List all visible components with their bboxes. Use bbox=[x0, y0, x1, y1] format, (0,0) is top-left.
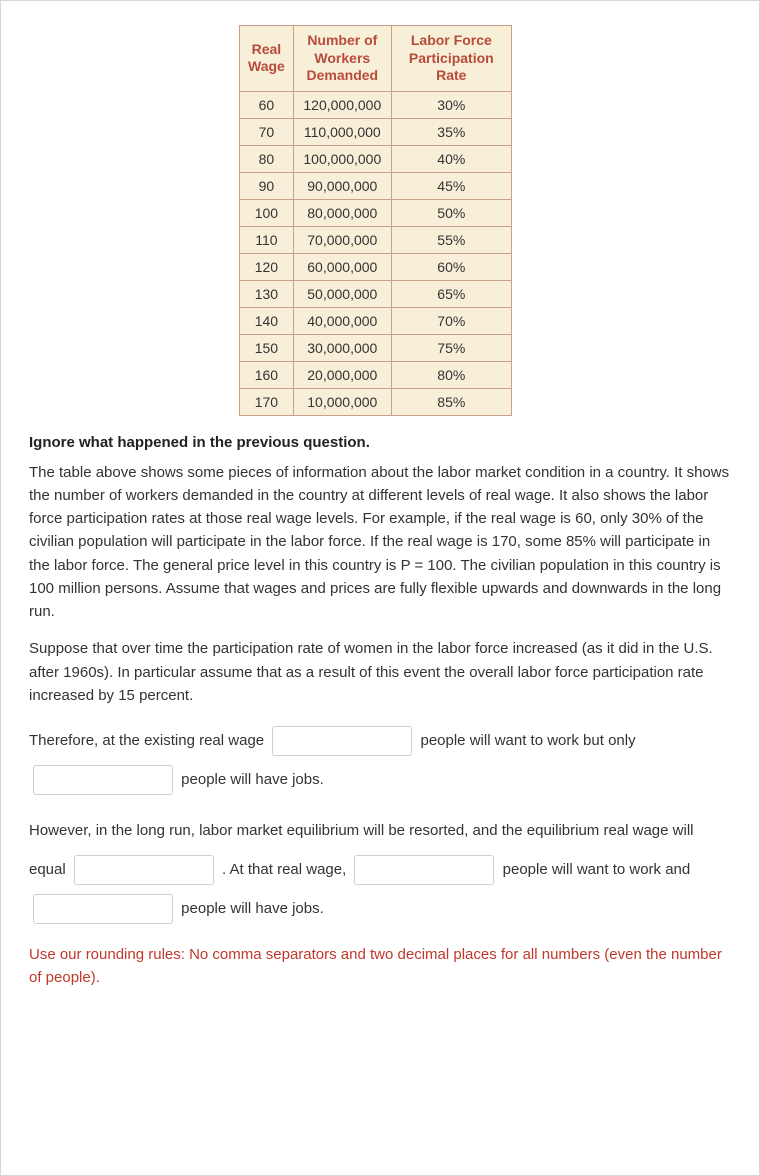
cell-workers: 120,000,000 bbox=[293, 91, 391, 118]
text-fill1b: people will want to work but only bbox=[420, 732, 635, 749]
fill-block-2: However, in the long run, labor market e… bbox=[29, 811, 731, 928]
table-row: 60120,000,00030% bbox=[240, 91, 512, 118]
cell-wage: 70 bbox=[240, 118, 294, 145]
cell-rate: 35% bbox=[391, 118, 511, 145]
cell-workers: 20,000,000 bbox=[293, 361, 391, 388]
text-fill2c: people will want to work and bbox=[503, 861, 691, 878]
cell-wage: 150 bbox=[240, 334, 294, 361]
cell-workers: 60,000,000 bbox=[293, 253, 391, 280]
paragraph-1: The table above shows some pieces of inf… bbox=[29, 461, 731, 624]
col-header-workers: Number of Workers Demanded bbox=[293, 26, 391, 92]
cell-workers: 40,000,000 bbox=[293, 307, 391, 334]
col-header-rate: Labor Force Participation Rate bbox=[391, 26, 511, 92]
cell-wage: 140 bbox=[240, 307, 294, 334]
fill-block-1: Therefore, at the existing real wage peo… bbox=[29, 721, 731, 799]
cell-rate: 30% bbox=[391, 91, 511, 118]
table-row: 70110,000,00035% bbox=[240, 118, 512, 145]
table-row: 10080,000,00050% bbox=[240, 199, 512, 226]
table-body: 60120,000,00030%70110,000,00035%80100,00… bbox=[240, 91, 512, 415]
cell-workers: 90,000,000 bbox=[293, 172, 391, 199]
question-page: Real Wage Number of Workers Demanded Lab… bbox=[0, 0, 760, 1176]
text-fill2d: people will have jobs. bbox=[181, 900, 324, 917]
cell-rate: 45% bbox=[391, 172, 511, 199]
cell-rate: 40% bbox=[391, 145, 511, 172]
answer-input-2[interactable] bbox=[33, 765, 173, 795]
cell-rate: 70% bbox=[391, 307, 511, 334]
table-row: 15030,000,00075% bbox=[240, 334, 512, 361]
cell-workers: 70,000,000 bbox=[293, 226, 391, 253]
paragraph-2: Suppose that over time the participation… bbox=[29, 637, 731, 707]
table-row: 9090,000,00045% bbox=[240, 172, 512, 199]
rounding-note: Use our rounding rules: No comma separat… bbox=[29, 944, 731, 989]
ignore-line: Ignore what happened in the previous que… bbox=[29, 434, 731, 451]
text-fill2b: . At that real wage, bbox=[222, 861, 346, 878]
col-header-wage: Real Wage bbox=[240, 26, 294, 92]
cell-workers: 110,000,000 bbox=[293, 118, 391, 145]
cell-wage: 170 bbox=[240, 388, 294, 415]
answer-input-5[interactable] bbox=[33, 894, 173, 924]
table-row: 14040,000,00070% bbox=[240, 307, 512, 334]
cell-wage: 60 bbox=[240, 91, 294, 118]
cell-rate: 65% bbox=[391, 280, 511, 307]
cell-wage: 90 bbox=[240, 172, 294, 199]
cell-rate: 85% bbox=[391, 388, 511, 415]
cell-wage: 160 bbox=[240, 361, 294, 388]
cell-rate: 55% bbox=[391, 226, 511, 253]
answer-input-3[interactable] bbox=[74, 855, 214, 885]
cell-workers: 50,000,000 bbox=[293, 280, 391, 307]
cell-rate: 75% bbox=[391, 334, 511, 361]
cell-workers: 30,000,000 bbox=[293, 334, 391, 361]
table-row: 12060,000,00060% bbox=[240, 253, 512, 280]
text-fill1a: Therefore, at the existing real wage bbox=[29, 732, 264, 749]
cell-workers: 80,000,000 bbox=[293, 199, 391, 226]
answer-input-4[interactable] bbox=[354, 855, 494, 885]
text-fill1c: people will have jobs. bbox=[181, 771, 324, 788]
cell-rate: 60% bbox=[391, 253, 511, 280]
cell-wage: 80 bbox=[240, 145, 294, 172]
table-row: 16020,000,00080% bbox=[240, 361, 512, 388]
labor-market-table: Real Wage Number of Workers Demanded Lab… bbox=[239, 25, 512, 416]
table-row: 80100,000,00040% bbox=[240, 145, 512, 172]
cell-wage: 130 bbox=[240, 280, 294, 307]
table-header-row: Real Wage Number of Workers Demanded Lab… bbox=[240, 26, 512, 92]
table-row: 13050,000,00065% bbox=[240, 280, 512, 307]
table-wrapper: Real Wage Number of Workers Demanded Lab… bbox=[29, 25, 731, 416]
table-row: 11070,000,00055% bbox=[240, 226, 512, 253]
cell-rate: 50% bbox=[391, 199, 511, 226]
answer-input-1[interactable] bbox=[272, 726, 412, 756]
cell-wage: 100 bbox=[240, 199, 294, 226]
cell-workers: 10,000,000 bbox=[293, 388, 391, 415]
cell-rate: 80% bbox=[391, 361, 511, 388]
cell-workers: 100,000,000 bbox=[293, 145, 391, 172]
cell-wage: 110 bbox=[240, 226, 294, 253]
cell-wage: 120 bbox=[240, 253, 294, 280]
table-row: 17010,000,00085% bbox=[240, 388, 512, 415]
